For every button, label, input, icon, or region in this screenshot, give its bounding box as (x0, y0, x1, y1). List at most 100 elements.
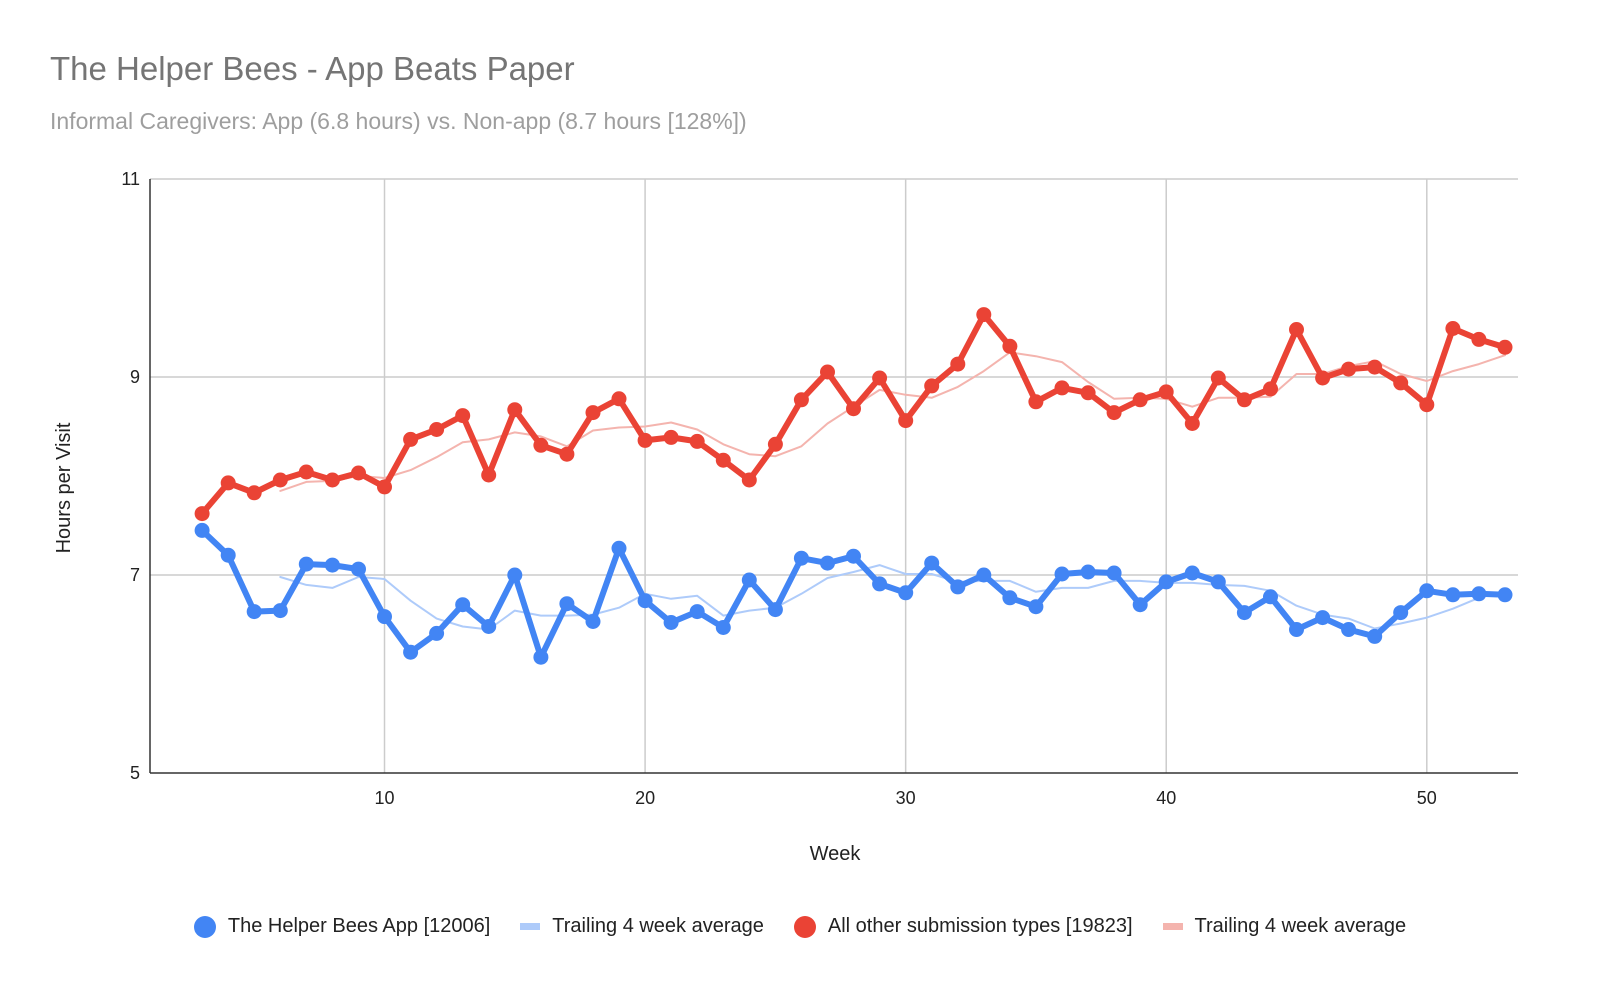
series-0-point-week-51[interactable] (1445, 587, 1461, 603)
series-2-point-week-15[interactable] (507, 402, 523, 418)
series-0-point-week-49[interactable] (1393, 605, 1409, 621)
series-2-point-week-3[interactable] (194, 506, 210, 522)
series-2-point-week-45[interactable] (1289, 322, 1304, 337)
series-0-point-week-50[interactable] (1419, 583, 1435, 599)
series-2-point-week-9[interactable] (351, 465, 366, 481)
series-2-point-week-7[interactable] (298, 464, 314, 480)
series-2-point-week-41[interactable] (1184, 416, 1200, 431)
series-2-point-week-25[interactable] (767, 436, 783, 452)
series-2-point-week-22[interactable] (689, 433, 705, 449)
series-0-point-week-3[interactable] (194, 522, 210, 538)
series-0-point-week-9[interactable] (351, 561, 366, 577)
series-0-point-week-23[interactable] (715, 620, 731, 635)
series-2-point-week-36[interactable] (1054, 380, 1070, 396)
series-2-point-week-28[interactable] (846, 401, 861, 417)
series-0-point-week-26[interactable] (793, 550, 809, 566)
series-2-point-week-23[interactable] (715, 452, 731, 468)
series-2-point-week-51[interactable] (1445, 321, 1461, 336)
series-2-point-week-17[interactable] (559, 446, 575, 462)
series-2-point-week-52[interactable] (1471, 331, 1487, 347)
series-2-point-week-47[interactable] (1341, 361, 1357, 377)
series-0-point-week-30[interactable] (898, 585, 914, 601)
series-0-point-week-40[interactable] (1158, 574, 1174, 590)
series-0-point-week-38[interactable] (1106, 565, 1122, 581)
series-2-point-week-32[interactable] (950, 356, 966, 372)
series-0-point-week-32[interactable] (950, 579, 966, 595)
series-2-point-week-46[interactable] (1315, 370, 1331, 386)
series-2-point-week-49[interactable] (1393, 375, 1409, 391)
series-2-point-week-5[interactable] (246, 485, 262, 501)
series-2-point-week-42[interactable] (1210, 370, 1226, 386)
series-0-point-week-42[interactable] (1210, 574, 1226, 590)
series-0-point-week-53[interactable] (1497, 587, 1513, 603)
series-0-point-week-22[interactable] (689, 604, 705, 620)
series-2-point-week-20[interactable] (637, 432, 653, 448)
series-0-point-week-14[interactable] (481, 619, 497, 634)
series-0-point-week-8[interactable] (324, 557, 340, 573)
series-2-point-week-39[interactable] (1132, 392, 1148, 408)
series-0-point-week-18[interactable] (585, 614, 601, 629)
series-0-point-week-27[interactable] (820, 555, 835, 571)
series-0-point-week-36[interactable] (1054, 566, 1070, 582)
series-2-point-week-50[interactable] (1419, 397, 1435, 413)
series-0-point-week-6[interactable] (272, 603, 288, 619)
series-2-point-week-38[interactable] (1106, 405, 1122, 421)
series-0-point-week-34[interactable] (1002, 590, 1018, 606)
series-0-point-week-28[interactable] (846, 548, 861, 564)
series-0-point-week-25[interactable] (767, 602, 783, 618)
series-0-point-week-21[interactable] (663, 615, 679, 630)
series-0-point-week-7[interactable] (298, 556, 314, 572)
series-2-point-week-33[interactable] (976, 307, 992, 323)
series-2-point-week-21[interactable] (663, 429, 679, 445)
series-2-point-week-34[interactable] (1002, 338, 1018, 354)
series-2-point-week-53[interactable] (1497, 339, 1513, 355)
series-0-point-week-15[interactable] (507, 567, 523, 583)
series-0-point-week-46[interactable] (1315, 610, 1331, 626)
series-0-point-week-13[interactable] (455, 597, 471, 613)
series-2-point-week-16[interactable] (533, 437, 549, 453)
series-0-point-week-33[interactable] (976, 567, 992, 583)
series-0-point-week-24[interactable] (741, 572, 757, 588)
series-0-point-week-35[interactable] (1028, 599, 1044, 615)
series-2-point-week-44[interactable] (1263, 381, 1278, 397)
series-0-point-week-45[interactable] (1289, 622, 1304, 637)
series-2-point-week-48[interactable] (1367, 359, 1383, 375)
series-0-point-week-17[interactable] (559, 596, 575, 612)
series-2-point-week-18[interactable] (585, 405, 601, 421)
series-2-point-week-43[interactable] (1236, 392, 1252, 408)
legend-item-other[interactable]: All other submission types [19823] (793, 915, 1133, 938)
series-2-point-week-24[interactable] (741, 472, 757, 488)
series-2-point-week-4[interactable] (220, 475, 236, 491)
series-2-point-week-30[interactable] (898, 413, 914, 429)
series-2-point-week-6[interactable] (272, 472, 288, 488)
series-0-point-week-39[interactable] (1132, 597, 1148, 613)
series-0-point-week-16[interactable] (533, 649, 549, 665)
series-2-point-week-26[interactable] (793, 392, 809, 408)
series-2-point-week-14[interactable] (481, 467, 497, 483)
series-0-point-week-31[interactable] (924, 555, 940, 571)
series-2-point-week-35[interactable] (1028, 394, 1044, 410)
series-2-point-week-8[interactable] (324, 472, 340, 488)
legend-item-other-average[interactable]: Trailing 4 week average (1162, 915, 1406, 938)
series-2-point-week-12[interactable] (429, 422, 445, 437)
series-2-point-week-40[interactable] (1158, 384, 1174, 400)
series-0-point-week-52[interactable] (1471, 586, 1487, 602)
series-0-point-week-37[interactable] (1080, 564, 1096, 580)
series-0-point-week-47[interactable] (1341, 622, 1357, 637)
series-2-point-week-10[interactable] (377, 479, 392, 495)
series-2-point-week-19[interactable] (611, 391, 627, 407)
series-2-point-week-13[interactable] (455, 408, 471, 424)
series-0-point-week-12[interactable] (429, 625, 445, 641)
series-0-point-week-19[interactable] (611, 540, 627, 556)
series-0-point-week-41[interactable] (1184, 565, 1200, 581)
series-2-point-week-37[interactable] (1080, 385, 1096, 401)
series-2-point-week-11[interactable] (403, 431, 419, 447)
legend-item-app-average[interactable]: Trailing 4 week average (520, 915, 764, 938)
series-2-point-week-27[interactable] (820, 364, 835, 380)
series-0-point-week-10[interactable] (377, 609, 392, 625)
series-2-point-week-29[interactable] (872, 370, 888, 386)
series-0-point-week-48[interactable] (1367, 628, 1383, 644)
series-0-point-week-11[interactable] (403, 644, 419, 660)
legend-item-app[interactable]: The Helper Bees App [12006] (193, 915, 490, 938)
series-0-point-week-44[interactable] (1263, 589, 1278, 605)
